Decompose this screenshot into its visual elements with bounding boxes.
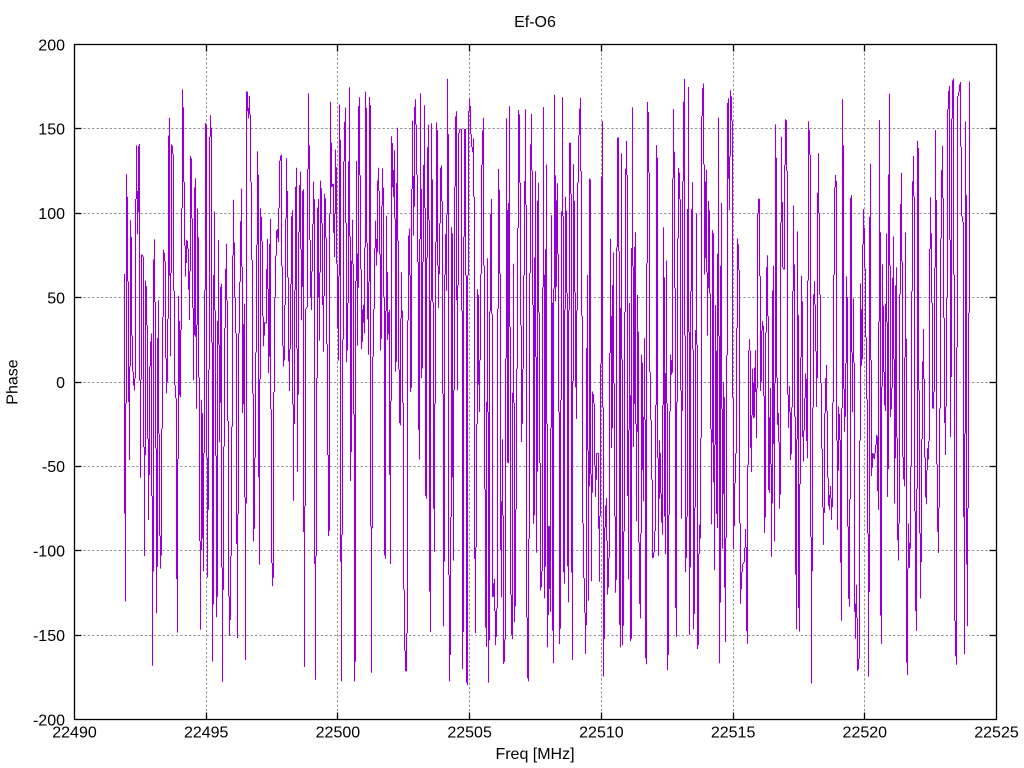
svg-text:-100: -100	[33, 544, 65, 561]
svg-text:22515: 22515	[711, 725, 756, 742]
svg-text:Phase: Phase	[5, 359, 22, 404]
svg-text:Ef-O6: Ef-O6	[514, 14, 556, 31]
svg-text:22500: 22500	[316, 725, 361, 742]
svg-text:22525: 22525	[974, 725, 1019, 742]
svg-text:-50: -50	[42, 459, 65, 476]
svg-text:22520: 22520	[843, 725, 888, 742]
svg-text:22495: 22495	[184, 725, 229, 742]
svg-text:22510: 22510	[579, 725, 624, 742]
svg-text:-200: -200	[33, 712, 65, 729]
svg-text:22505: 22505	[447, 725, 492, 742]
svg-text:150: 150	[38, 122, 65, 139]
svg-text:200: 200	[38, 37, 65, 54]
svg-text:Freq [MHz]: Freq [MHz]	[495, 746, 574, 763]
svg-text:0: 0	[56, 375, 65, 392]
svg-text:100: 100	[38, 206, 65, 223]
svg-text:-150: -150	[33, 628, 65, 645]
svg-text:50: 50	[47, 290, 65, 307]
svg-text:22490: 22490	[52, 725, 97, 742]
